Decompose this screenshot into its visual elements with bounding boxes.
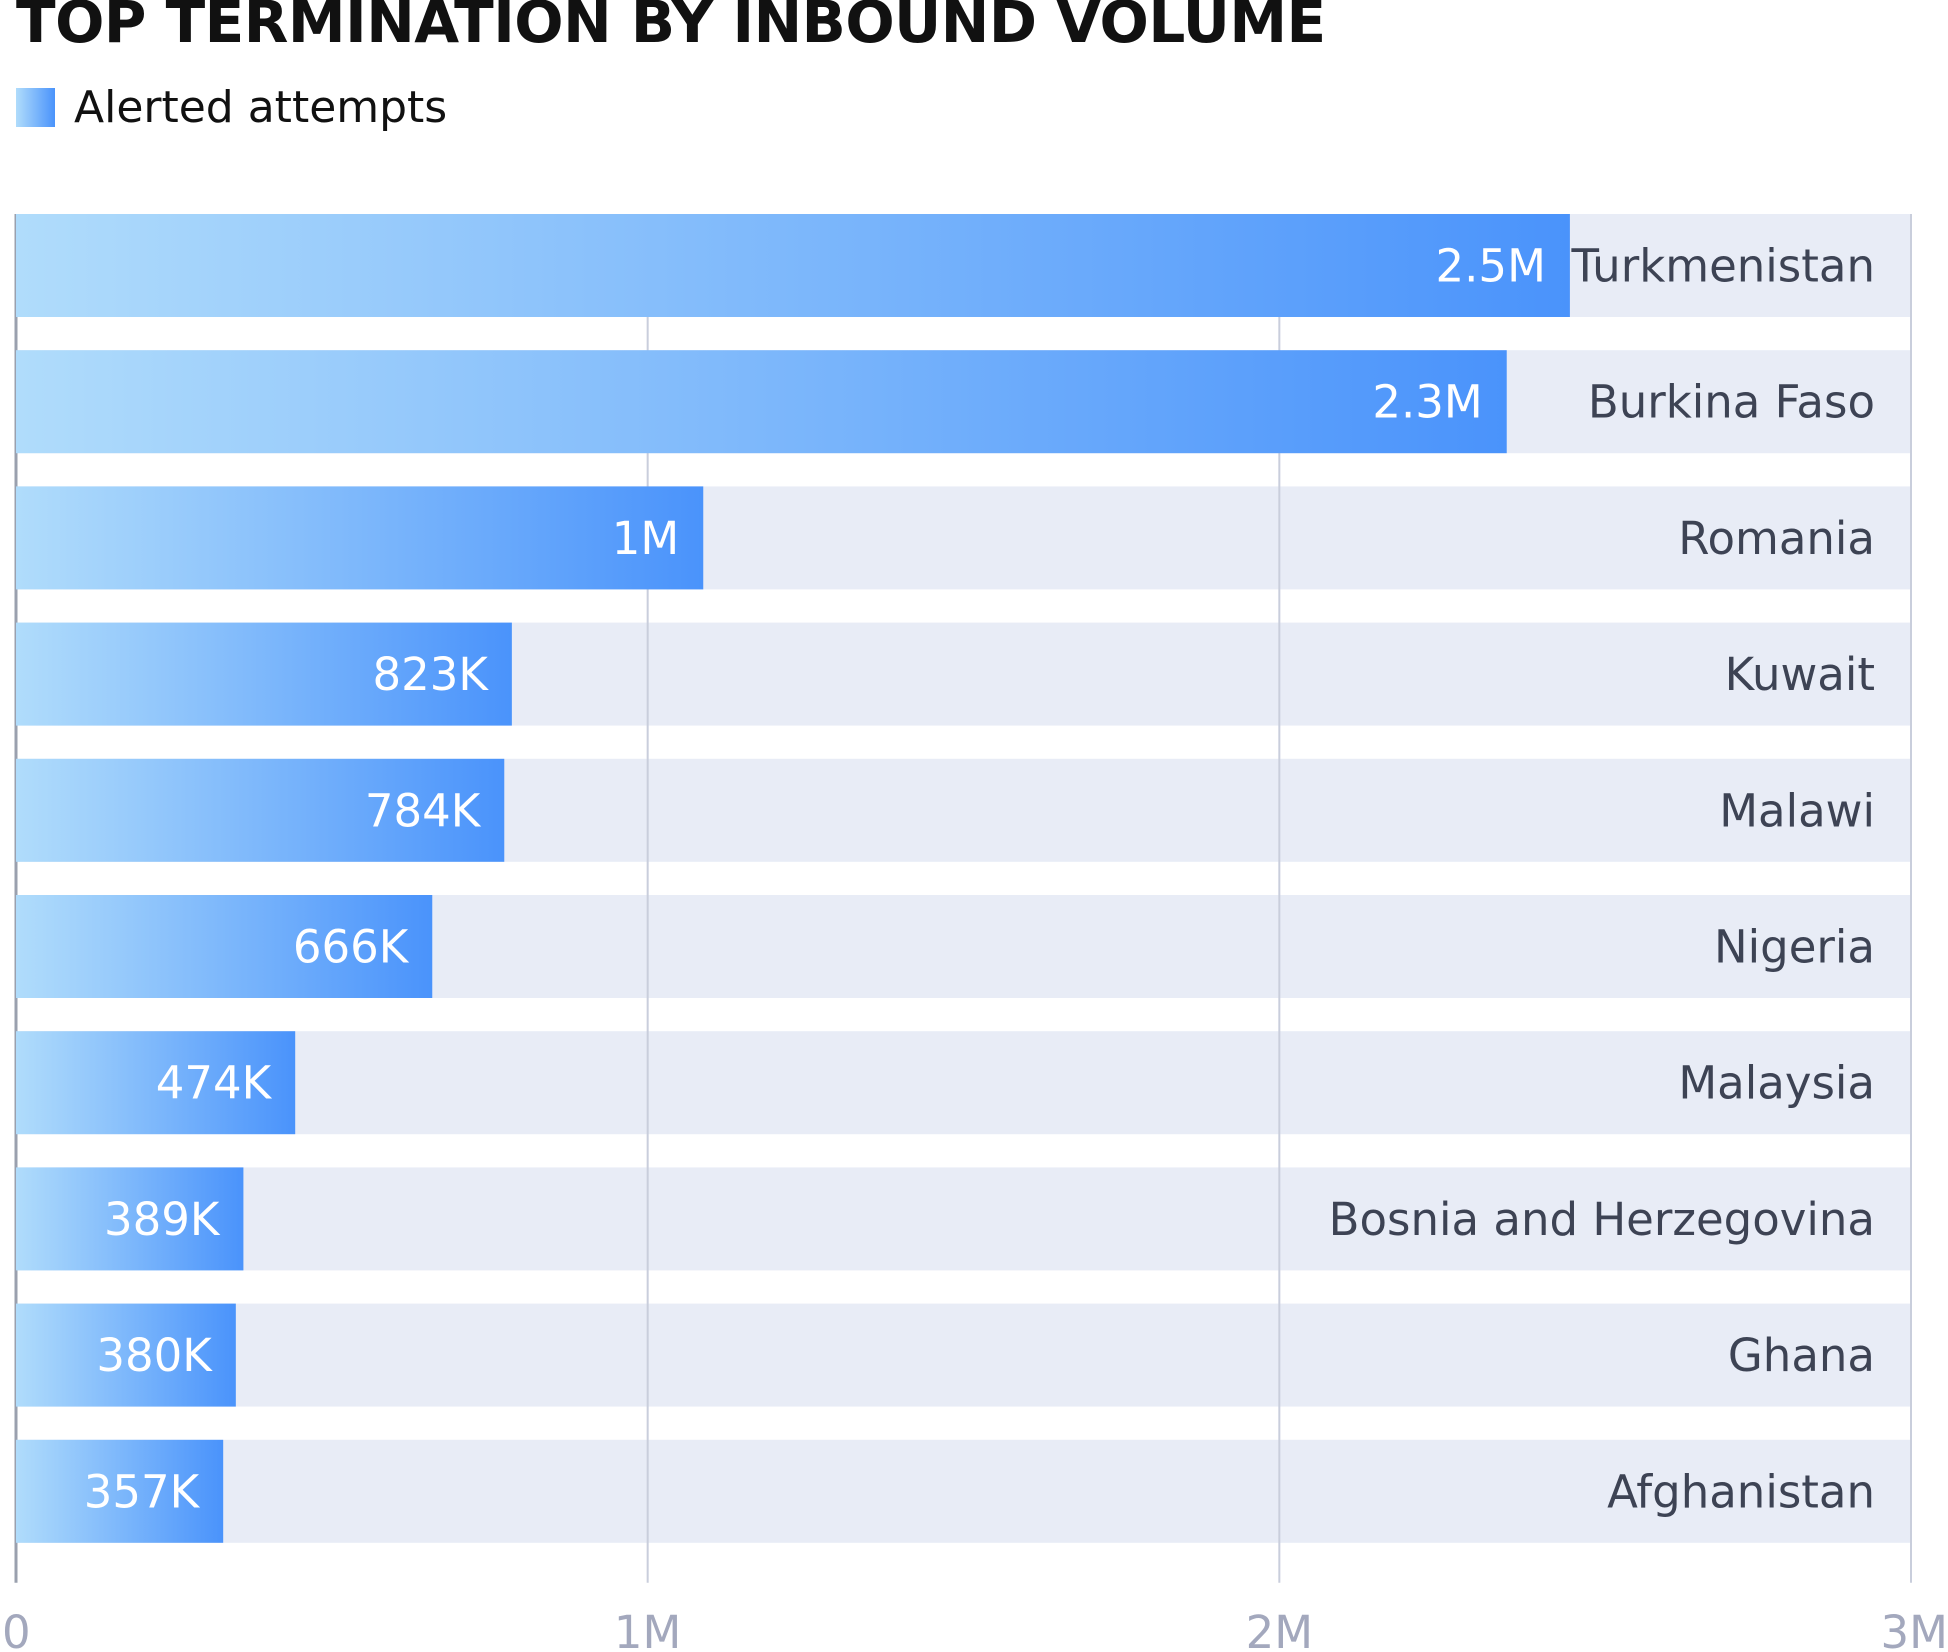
bar-track <box>16 1439 1911 1543</box>
bar-track <box>16 1031 1911 1135</box>
category-label: Afghanistan <box>1607 1465 1875 1518</box>
bar-value-label: 823K <box>372 648 489 701</box>
bar-value-label: 357K <box>84 1465 201 1518</box>
bar-track <box>16 1167 1911 1271</box>
category-label: Nigeria <box>1714 921 1875 974</box>
bar <box>16 1303 236 1407</box>
category-label: Malawi <box>1719 784 1875 837</box>
bar <box>16 350 1507 454</box>
bar-value-label: 389K <box>104 1193 221 1246</box>
bar-value-label: 666K <box>293 921 410 974</box>
category-label: Romania <box>1678 512 1875 565</box>
bar <box>16 1031 296 1135</box>
bar-value-label: 784K <box>365 784 482 837</box>
bar-track <box>16 1303 1911 1407</box>
bar <box>16 895 433 998</box>
bar-value-label: 380K <box>96 1329 213 1382</box>
bar-value-label: 474K <box>156 1057 273 1110</box>
legend: Alerted attempts <box>16 82 447 133</box>
x-tick-label: 2M <box>1246 1606 1313 1652</box>
bar <box>16 214 1570 317</box>
bar-value-label: 1M <box>612 512 679 565</box>
bar <box>16 622 512 726</box>
bar <box>16 1167 244 1271</box>
x-tick-label: 1M <box>614 1606 681 1652</box>
bar-value-label: 2.3M <box>1372 376 1482 429</box>
category-label: Malaysia <box>1678 1057 1875 1110</box>
x-tick-label: 0 <box>2 1606 31 1652</box>
bar <box>16 1439 224 1543</box>
category-label: Bosnia and Herzegovina <box>1329 1193 1875 1246</box>
category-label: Ghana <box>1728 1329 1875 1382</box>
bar <box>16 486 704 590</box>
chart-title: TOP TERMINATION BY INBOUND VOLUME <box>16 0 1326 56</box>
bar <box>16 758 505 862</box>
category-label: Turkmenistan <box>1571 240 1875 293</box>
category-label: Burkina Faso <box>1588 376 1875 429</box>
category-label: Kuwait <box>1725 648 1875 701</box>
legend-swatch <box>16 88 55 127</box>
x-tick-label: 3M <box>1881 1606 1948 1652</box>
legend-label: Alerted attempts <box>74 82 448 133</box>
bar-value-label: 2.5M <box>1436 240 1546 293</box>
